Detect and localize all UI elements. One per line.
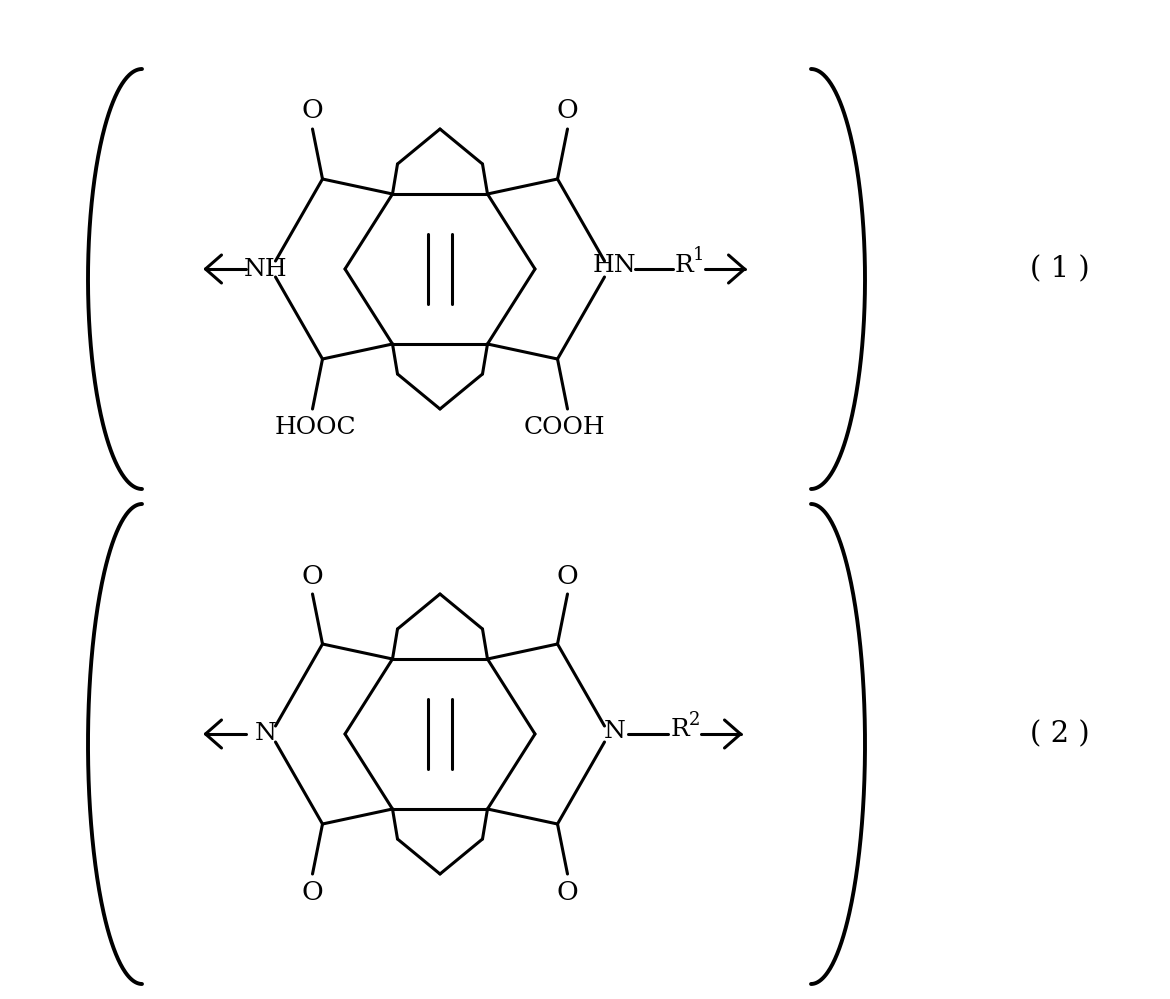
- Text: ( 1 ): ( 1 ): [1031, 255, 1089, 283]
- Text: O: O: [557, 563, 578, 588]
- Text: O: O: [302, 563, 323, 588]
- Text: R: R: [672, 718, 690, 741]
- Text: R: R: [675, 254, 694, 277]
- Text: COOH: COOH: [524, 416, 606, 439]
- Text: HOOC: HOOC: [275, 416, 356, 439]
- Text: 2: 2: [689, 711, 700, 729]
- Text: HN: HN: [593, 255, 636, 278]
- Text: 1: 1: [693, 246, 704, 264]
- Text: O: O: [557, 99, 578, 124]
- Text: ( 2 ): ( 2 ): [1031, 720, 1089, 748]
- Text: O: O: [302, 879, 323, 904]
- Text: O: O: [302, 99, 323, 124]
- Text: N: N: [604, 719, 626, 742]
- Text: N: N: [255, 722, 276, 745]
- Text: NH: NH: [243, 258, 288, 281]
- Text: O: O: [557, 879, 578, 904]
